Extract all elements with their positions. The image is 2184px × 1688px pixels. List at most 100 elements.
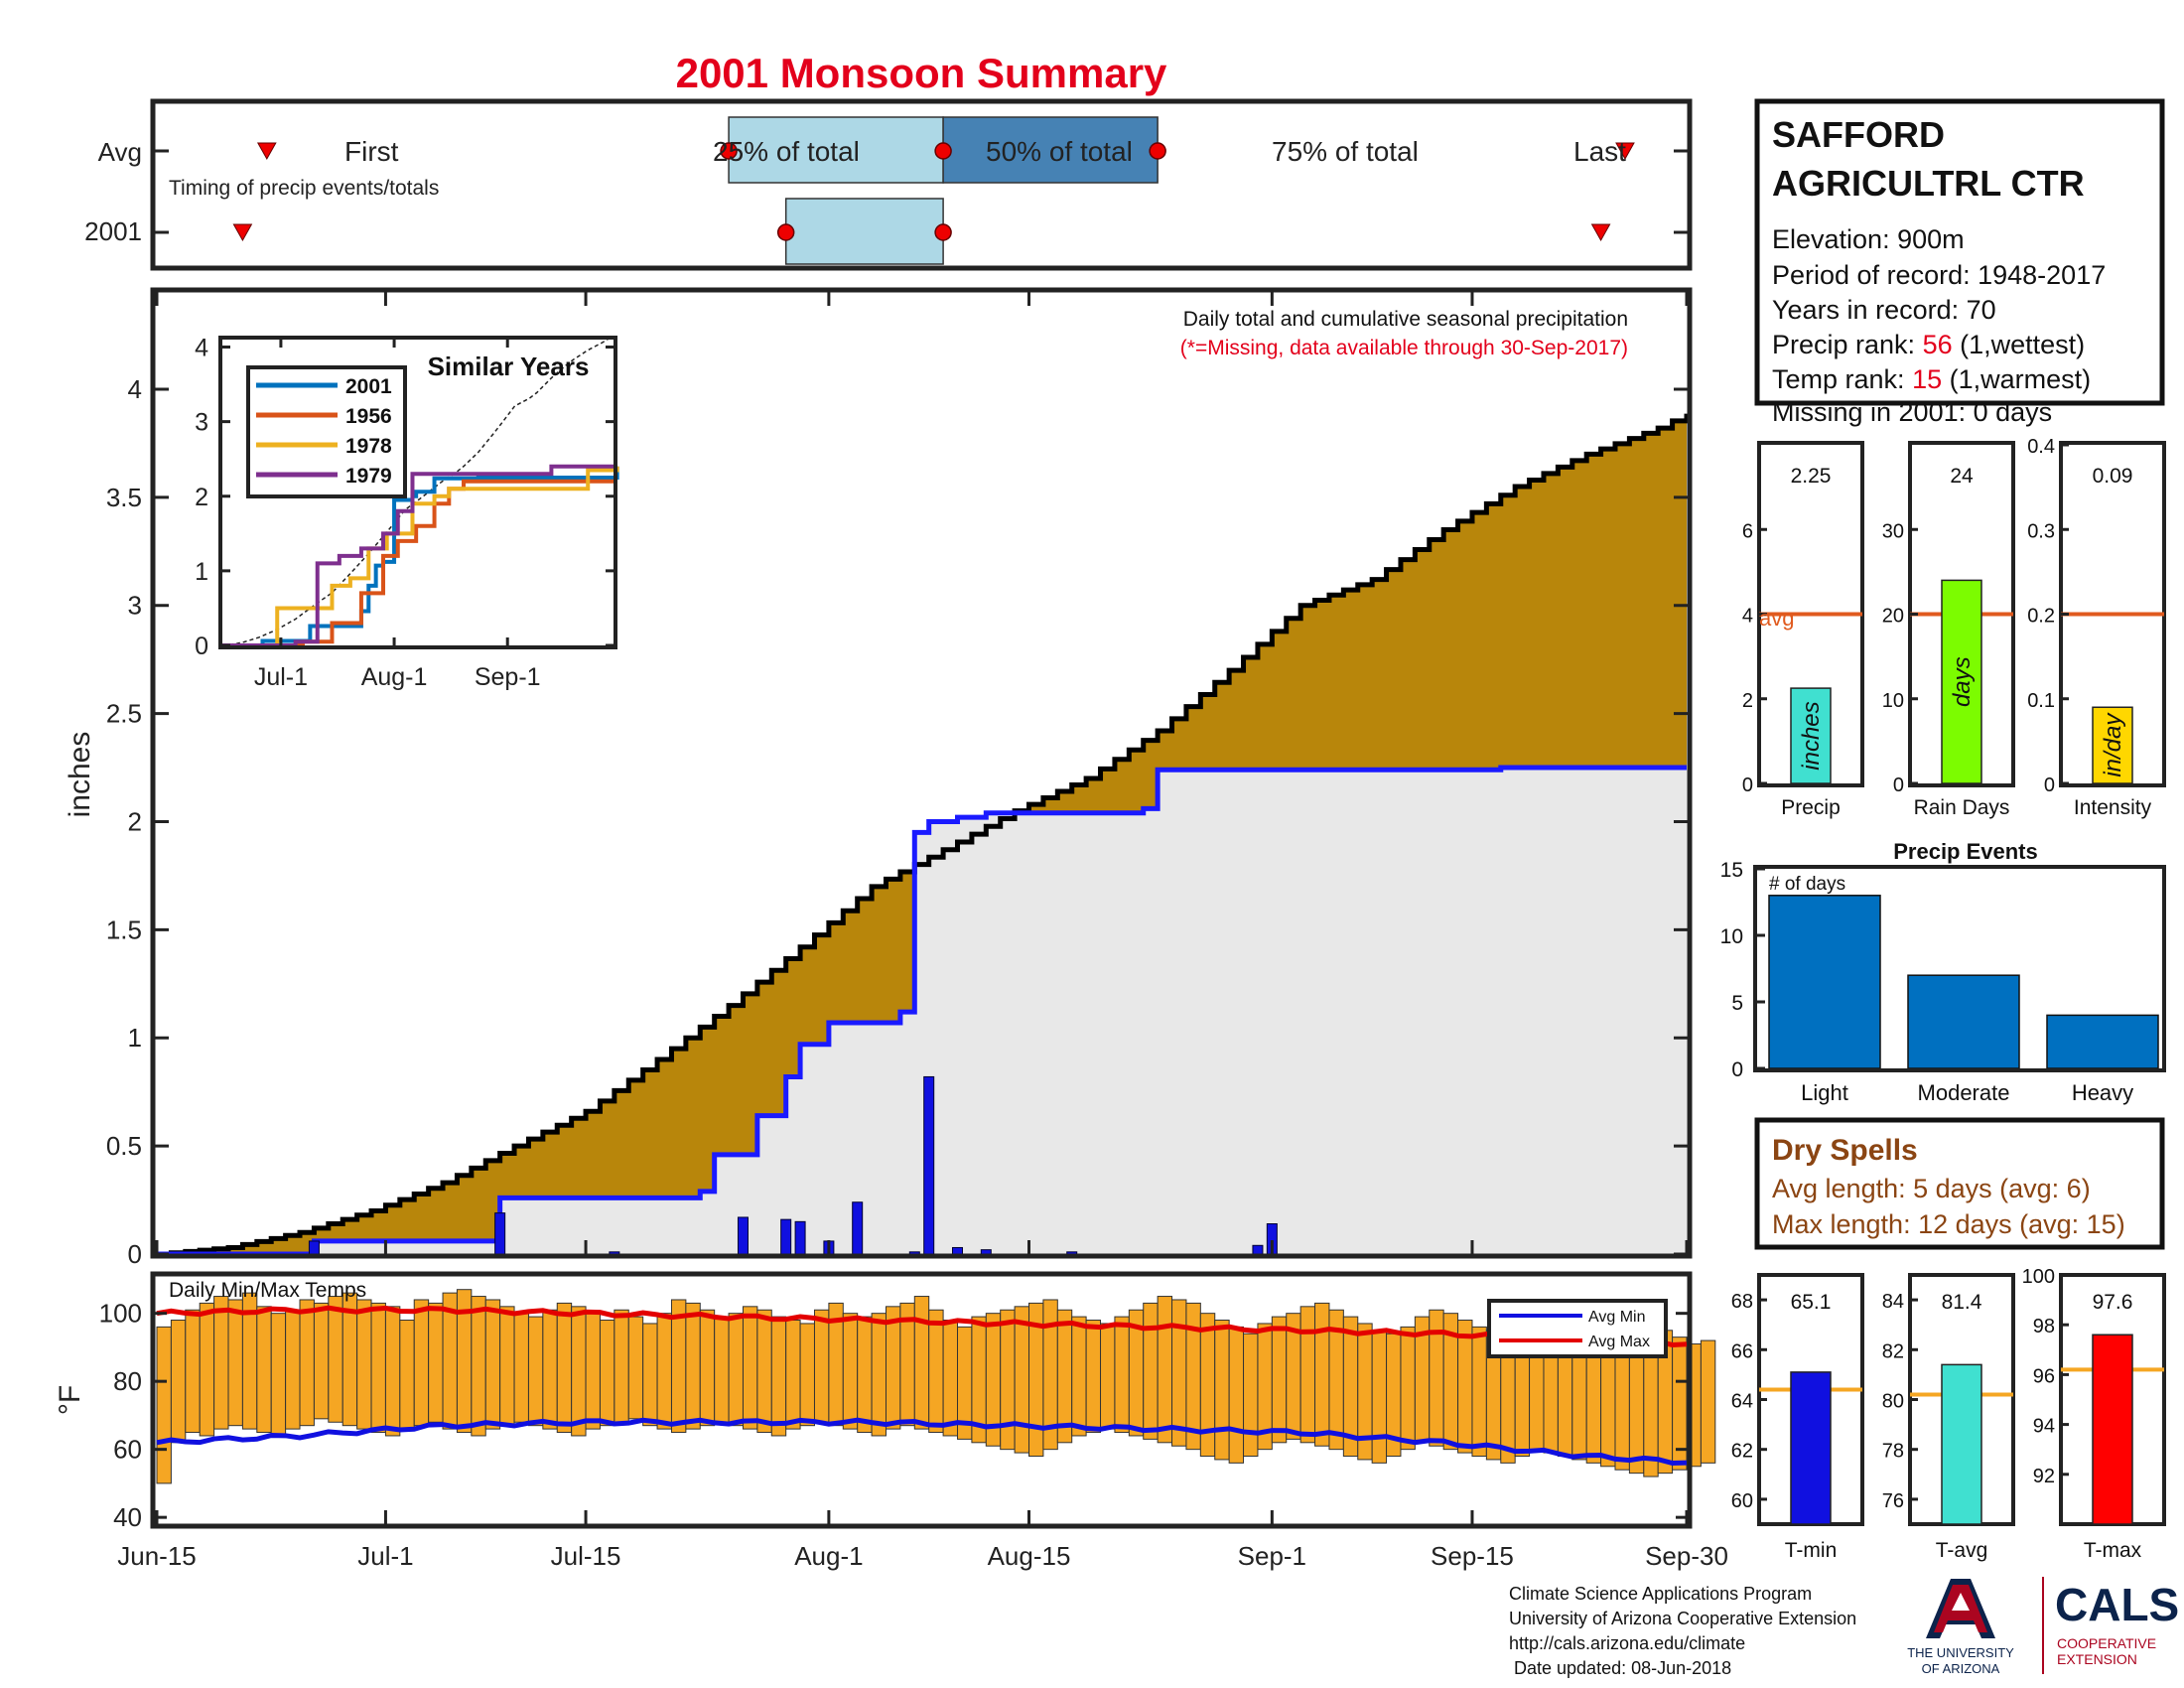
daily-temp-bar bbox=[871, 1313, 887, 1437]
inset-series-1979 bbox=[222, 464, 617, 647]
stat-value-intensity: 0.09 bbox=[2093, 465, 2133, 488]
timing-year-marker-0 bbox=[776, 223, 795, 241]
daily-temp-bar bbox=[770, 1316, 787, 1437]
events-category-label: Light bbox=[1801, 1080, 1848, 1105]
daily-precip-bar bbox=[980, 1249, 992, 1255]
daily-temp-bar bbox=[913, 1296, 930, 1430]
inset-plot-area bbox=[221, 337, 619, 647]
inset-legend: 2001 1956 1978 1979 bbox=[256, 375, 392, 488]
daily-temp-bar bbox=[627, 1316, 644, 1420]
precip-ytick-label: 3.5 bbox=[106, 483, 142, 512]
dry-spells-box: Dry Spells Avg length: 5 days (avg: 6) M… bbox=[1754, 1117, 2165, 1250]
daily-temp-bar bbox=[1171, 1299, 1187, 1447]
station-years: Years in record: 70 bbox=[1772, 295, 1996, 325]
daily-temp-bar bbox=[857, 1316, 873, 1434]
tstat-tick-label: 98 bbox=[2033, 1316, 2055, 1337]
precip-note-2: (*=Missing, data available through 30-Se… bbox=[1180, 337, 1628, 359]
inset-xtick-label: Aug-1 bbox=[361, 663, 428, 691]
station-frame bbox=[1754, 98, 2165, 406]
daily-temp-bar bbox=[413, 1299, 430, 1427]
daily-temp-bar bbox=[213, 1296, 229, 1430]
temp-rank-value: 15 bbox=[1912, 364, 1942, 394]
daily-temp-bar bbox=[1371, 1330, 1388, 1464]
inset-frame bbox=[218, 336, 617, 649]
daily-temp-bar bbox=[313, 1302, 330, 1420]
university-of-arizona-logo: THE UNIVERSITY OF ARIZONA bbox=[1907, 1579, 2014, 1676]
tstat-label-tmax: T-max bbox=[2084, 1539, 2142, 1562]
timing-last-label: Last bbox=[1573, 136, 1626, 167]
stat-bar-intensity bbox=[2092, 706, 2133, 784]
temp-ytick-label: 40 bbox=[113, 1502, 142, 1532]
timing-avg-box-50-75 bbox=[942, 116, 1159, 184]
daily-temp-bar bbox=[1628, 1339, 1645, 1475]
tstat-tick-label: 94 bbox=[2033, 1416, 2055, 1438]
cals-logo: CALS bbox=[2055, 1579, 2179, 1630]
events-title: Precip Events bbox=[1893, 839, 2038, 864]
stat-tick-label: 4 bbox=[1742, 606, 1753, 628]
precip-panel: 0 0.5 1 1.5 2 2.5 3 3.5 4 inches Daily total and… bbox=[64, 287, 1693, 1269]
daily-temp-bar bbox=[1114, 1316, 1130, 1434]
precip-ytick-label: 0.5 bbox=[106, 1131, 142, 1161]
daily-temp-bar bbox=[328, 1296, 343, 1423]
precip-note-1: Daily total and cumulative seasonal prec… bbox=[1183, 308, 1628, 331]
ua-text-1: THE UNIVERSITY bbox=[1907, 1645, 2014, 1660]
daily-temp-bar bbox=[614, 1309, 629, 1423]
daily-temp-bar bbox=[813, 1309, 830, 1423]
precip-ytick-label: 2.5 bbox=[106, 699, 142, 729]
dry-spells-title: Dry Spells bbox=[1772, 1134, 1918, 1167]
events-tick-label: 15 bbox=[1720, 859, 1743, 882]
daily-temp-bar bbox=[185, 1309, 201, 1434]
temp-legend-max: Avg Max bbox=[1588, 1334, 1650, 1350]
daily-temp-bar bbox=[1085, 1320, 1102, 1434]
daily-temp-bar bbox=[1700, 1339, 1716, 1464]
daily-temp-bar bbox=[714, 1316, 730, 1423]
timing-year-label: 2001 bbox=[84, 216, 142, 246]
cals-sub-1: COOPERATIVE bbox=[2057, 1635, 2156, 1651]
daily-temp-bar bbox=[499, 1306, 515, 1427]
daily-temp-bar bbox=[885, 1306, 901, 1430]
daily-temp-bar bbox=[513, 1313, 529, 1423]
daily-temp-bar bbox=[270, 1313, 287, 1437]
timing-panel: Avg 2001 Timing of precip events/totals … bbox=[84, 98, 1693, 271]
temp-ytick-label: 60 bbox=[113, 1435, 142, 1465]
stat-label-raindays: Rain Days bbox=[1914, 796, 2010, 819]
cals-sub-2: EXTENSION bbox=[2057, 1651, 2137, 1667]
precip-ytick-label: 4 bbox=[128, 374, 142, 404]
footer-line-2: University of Arizona Cooperative Extens… bbox=[1509, 1609, 1856, 1628]
timing-year-last-triangle bbox=[1590, 223, 1611, 242]
inset-avg-dashed-line bbox=[221, 337, 611, 646]
events-tick-label: 5 bbox=[1731, 992, 1743, 1015]
daily-precip-bar bbox=[308, 1240, 320, 1255]
footer-line-3: http://cals.arizona.edu/climate bbox=[1509, 1633, 1745, 1653]
daily-temp-bar bbox=[1143, 1302, 1159, 1440]
xtick-label: Aug-1 bbox=[794, 1541, 863, 1571]
events-ylabel: # of days bbox=[1769, 874, 1845, 895]
tstat-tick-label: 82 bbox=[1882, 1340, 1904, 1362]
timing-p75-label: 75% of total bbox=[1272, 136, 1419, 167]
stat-label-precip: Precip bbox=[1781, 796, 1841, 819]
x-axis-ticks: Jun-15 Jul-1 Jul-15 Aug-1 Aug-15 Sep-1 Sep-15 S… bbox=[117, 290, 1728, 1571]
temp-legend-min: Avg Min bbox=[1588, 1309, 1646, 1326]
daily-precip-bar bbox=[780, 1218, 792, 1255]
tstat-label-tavg: T-avg bbox=[1936, 1539, 1988, 1562]
similar-years-inset: 0 1 2 3 4 Jul-1 Aug-1 Sep-1 Similar Years 2001 1… bbox=[195, 335, 619, 691]
stat-avg-label: avg bbox=[1759, 606, 1794, 631]
footer-line-1: Climate Science Applications Program bbox=[1509, 1584, 1812, 1604]
daily-temp-bar bbox=[484, 1299, 501, 1430]
dry-spells-avg: Avg length: 5 days (avg: 6) bbox=[1772, 1174, 2091, 1203]
daily-temp-bar bbox=[527, 1316, 544, 1427]
timing-avg-marker-1 bbox=[934, 142, 952, 160]
stat-unit-raindays: days bbox=[1949, 656, 1976, 707]
daily-temp-bar bbox=[642, 1323, 658, 1427]
station-info-box: SAFFORD AGRICULTRL CTR Elevation: 900m P… bbox=[1754, 98, 2165, 427]
tstat-tick-label: 96 bbox=[2033, 1365, 2055, 1387]
inset-ytick-label: 3 bbox=[195, 409, 208, 437]
daily-temp-bar bbox=[842, 1313, 859, 1430]
timing-first-label: First bbox=[344, 136, 399, 167]
precip-ytick-label: 0 bbox=[128, 1239, 142, 1269]
tstat-value-tavg: 81.4 bbox=[1942, 1291, 1982, 1314]
tstat-value-tmin: 65.1 bbox=[1791, 1291, 1832, 1314]
temperature-stat-bars: 65.1 T-min 60 62 64 66 68 81.4 T-avg 76 78 80 82 84 97… bbox=[1731, 1266, 2166, 1562]
daily-temp-bar bbox=[1014, 1306, 1030, 1454]
